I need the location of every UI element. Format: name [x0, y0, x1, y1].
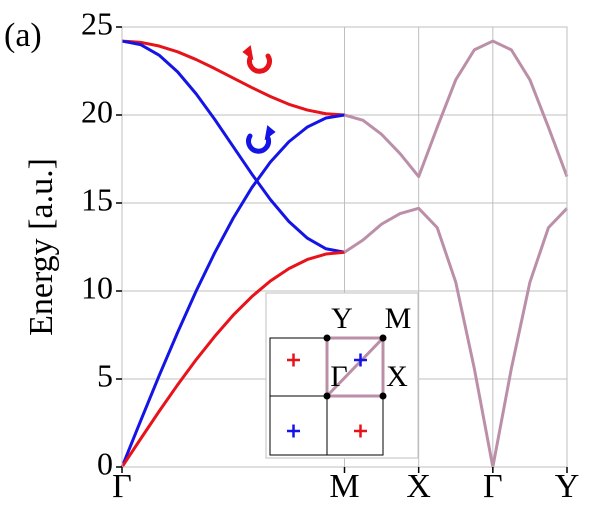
x-tick-label: Γ [112, 468, 132, 505]
inset-signs [287, 353, 367, 438]
inset-label: M [385, 302, 412, 335]
x-tick-label: Y [555, 468, 580, 505]
plus-sign [354, 424, 367, 438]
blue-arrowhead [264, 125, 276, 141]
line-series [343, 206, 569, 469]
y-tick-label: 25 [81, 5, 113, 41]
line-series [121, 39, 345, 254]
x-tick-label: M [329, 468, 359, 505]
x-tick-label: X [406, 468, 431, 505]
red-rotation-icon [247, 53, 272, 74]
panel-label: (a) [4, 17, 42, 54]
y-tick-label: 5 [97, 357, 113, 393]
inset: Y M Γ X [265, 292, 419, 459]
blue-rotation-icon [246, 133, 271, 154]
y-tick-label: 15 [81, 181, 113, 217]
rotation-icons [242, 45, 276, 154]
line-series [120, 250, 345, 468]
inset-point [323, 334, 331, 342]
plus-sign [287, 424, 300, 438]
inset-points [323, 334, 387, 400]
inset-point [323, 392, 331, 400]
line-series [120, 113, 345, 468]
inset-label: Y [331, 302, 353, 335]
y-tick-label: 0 [97, 445, 113, 481]
x-tick-label: Γ [483, 468, 503, 505]
inset-point [379, 334, 387, 342]
y-tick-label: 10 [81, 269, 113, 305]
plus-sign [287, 353, 300, 367]
line-series [344, 39, 569, 179]
inset-label: Γ [330, 360, 347, 393]
lines [120, 39, 569, 469]
inset-label: X [386, 360, 408, 393]
inset-point [379, 392, 387, 400]
plus-sign [354, 353, 367, 367]
red-arrowhead [242, 45, 254, 61]
y-axis-label: Energy [a.u.] [23, 158, 60, 336]
line-series [121, 39, 345, 117]
y-tick-label: 20 [81, 93, 113, 129]
